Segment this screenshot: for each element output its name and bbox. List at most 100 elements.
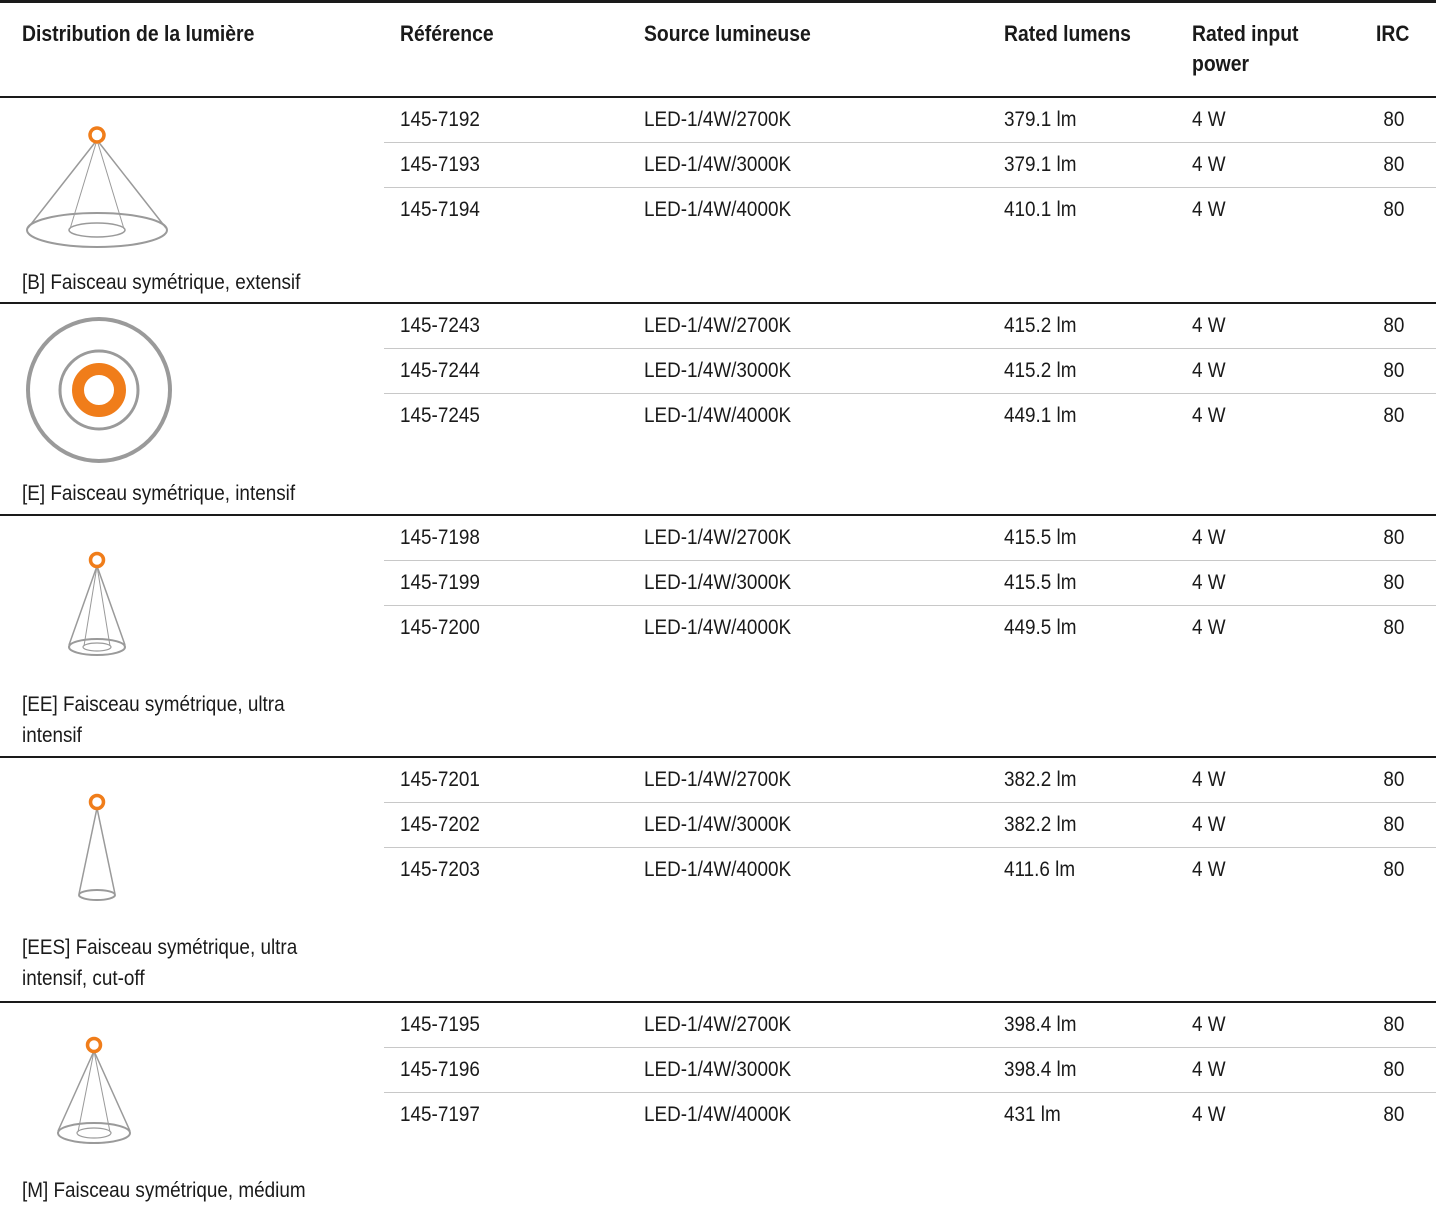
table-row: 145-7198 LED-1/4W/2700K 415.5 lm 4 W 80 <box>384 516 1436 561</box>
lumens-cell: 411.6 lm <box>1004 858 1076 881</box>
irc-cell: 80 <box>1382 314 1404 337</box>
distribution-group-m: [M] Faisceau symétrique, médium 145-7195… <box>0 1001 1436 1213</box>
source-cell: LED-1/4W/2700K <box>644 768 792 791</box>
distribution-caption: [EE] Faisceau symétrique, ultra intensif <box>22 689 319 751</box>
table-row: 145-7244 LED-1/4W/3000K 415.2 lm 4 W 80 <box>384 349 1436 394</box>
irc-cell: 80 <box>1382 1103 1404 1126</box>
table-row: 145-7201 LED-1/4W/2700K 382.2 lm 4 W 80 <box>384 758 1436 803</box>
lumens-cell: 410.1 lm <box>1004 198 1077 221</box>
lumens-cell: 415.2 lm <box>1004 359 1077 382</box>
power-cell: 4 W <box>1192 571 1226 594</box>
lumens-cell: 398.4 lm <box>1004 1013 1077 1036</box>
reference-cell: 145-7200 <box>400 616 480 639</box>
source-cell: LED-1/4W/3000K <box>644 571 792 594</box>
power-cell: 4 W <box>1192 768 1226 791</box>
power-cell: 4 W <box>1192 616 1226 639</box>
reference-cell: 145-7203 <box>400 858 480 881</box>
power-cell: 4 W <box>1192 858 1226 881</box>
lumens-cell: 431 lm <box>1004 1103 1061 1126</box>
irc-cell: 80 <box>1382 153 1404 176</box>
irc-cell: 80 <box>1382 813 1404 836</box>
irc-cell: 80 <box>1382 616 1404 639</box>
source-cell: LED-1/4W/2700K <box>644 1013 792 1036</box>
header-power-line1: Rated input <box>1192 21 1299 46</box>
irc-cell: 80 <box>1382 768 1404 791</box>
power-cell: 4 W <box>1192 153 1226 176</box>
power-cell: 4 W <box>1192 813 1226 836</box>
table-row: 145-7194 LED-1/4W/4000K 410.1 lm 4 W 80 <box>384 188 1436 233</box>
irc-cell: 80 <box>1382 1058 1404 1081</box>
distribution-group-b: [B] Faisceau symétrique, extensif 145-71… <box>0 96 1436 302</box>
reference-cell: 145-7195 <box>400 1013 480 1036</box>
irc-cell: 80 <box>1382 404 1404 427</box>
irc-cell: 80 <box>1382 1013 1404 1036</box>
irc-cell: 80 <box>1382 359 1404 382</box>
power-cell: 4 W <box>1192 198 1226 221</box>
power-cell: 4 W <box>1192 314 1226 337</box>
header-reference: Référence <box>400 21 494 46</box>
lumens-cell: 415.5 lm <box>1004 571 1077 594</box>
header-power-line2: power <box>1192 51 1250 76</box>
power-cell: 4 W <box>1192 404 1226 427</box>
caption-line: [EES] Faisceau symétrique, ultra <box>22 936 298 959</box>
reference-cell: 145-7244 <box>400 359 480 382</box>
table-row: 145-7193 LED-1/4W/3000K 379.1 lm 4 W 80 <box>384 143 1436 188</box>
source-cell: LED-1/4W/4000K <box>644 858 792 881</box>
lumens-cell: 379.1 lm <box>1004 153 1077 176</box>
reference-cell: 145-7198 <box>400 526 480 549</box>
table-row: 145-7197 LED-1/4W/4000K 431 lm 4 W 80 <box>384 1093 1436 1138</box>
lumens-cell: 449.5 lm <box>1004 616 1077 639</box>
source-cell: LED-1/4W/4000K <box>644 1103 792 1126</box>
header-power: Rated input power <box>1192 19 1298 79</box>
distribution-caption: [M] Faisceau symétrique, médium <box>22 1175 319 1206</box>
distribution-group-ees: [EES] Faisceau symétrique, ultra intensi… <box>0 756 1436 1001</box>
reference-cell: 145-7194 <box>400 198 480 221</box>
table-header: Distribution de la lumière Référence Sou… <box>0 0 1436 96</box>
table-row: 145-7192 LED-1/4W/2700K 379.1 lm 4 W 80 <box>384 98 1436 143</box>
reference-cell: 145-7196 <box>400 1058 480 1081</box>
caption-line: [EE] Faisceau symétrique, ultra <box>22 693 285 716</box>
lumens-cell: 379.1 lm <box>1004 108 1077 131</box>
lumens-cell: 382.2 lm <box>1004 768 1077 791</box>
caption-line: [E] Faisceau symétrique, intensif <box>22 482 296 505</box>
table-row: 145-7203 LED-1/4W/4000K 411.6 lm 4 W 80 <box>384 848 1436 893</box>
source-cell: LED-1/4W/2700K <box>644 108 792 131</box>
irc-cell: 80 <box>1382 526 1404 549</box>
table-row: 145-7245 LED-1/4W/4000K 449.1 lm 4 W 80 <box>384 394 1436 439</box>
reference-cell: 145-7197 <box>400 1103 480 1126</box>
source-cell: LED-1/4W/4000K <box>644 616 792 639</box>
lumens-cell: 398.4 lm <box>1004 1058 1077 1081</box>
power-cell: 4 W <box>1192 1103 1226 1126</box>
table-row: 145-7195 LED-1/4W/2700K 398.4 lm 4 W 80 <box>384 1003 1436 1048</box>
lumens-cell: 382.2 lm <box>1004 813 1077 836</box>
source-cell: LED-1/4W/4000K <box>644 404 792 427</box>
table-row: 145-7196 LED-1/4W/3000K 398.4 lm 4 W 80 <box>384 1048 1436 1093</box>
table-row: 145-7200 LED-1/4W/4000K 449.5 lm 4 W 80 <box>384 606 1436 651</box>
caption-line: [B] Faisceau symétrique, extensif <box>22 271 301 294</box>
caption-line: intensif <box>22 724 82 747</box>
source-cell: LED-1/4W/3000K <box>644 1058 792 1081</box>
reference-cell: 145-7245 <box>400 404 480 427</box>
table-row: 145-7199 LED-1/4W/3000K 415.5 lm 4 W 80 <box>384 561 1436 606</box>
irc-cell: 80 <box>1382 198 1404 221</box>
header-irc: IRC <box>1376 21 1410 46</box>
distribution-caption: [B] Faisceau symétrique, extensif <box>22 267 319 298</box>
header-source: Source lumineuse <box>644 21 811 46</box>
irc-cell: 80 <box>1382 858 1404 881</box>
reference-cell: 145-7202 <box>400 813 480 836</box>
reference-cell: 145-7201 <box>400 768 480 791</box>
reference-cell: 145-7199 <box>400 571 480 594</box>
power-cell: 4 W <box>1192 1058 1226 1081</box>
source-cell: LED-1/4W/4000K <box>644 198 792 221</box>
table-row: 145-7202 LED-1/4W/3000K 382.2 lm 4 W 80 <box>384 803 1436 848</box>
table-row: 145-7243 LED-1/4W/2700K 415.2 lm 4 W 80 <box>384 304 1436 349</box>
source-cell: LED-1/4W/3000K <box>644 153 792 176</box>
distribution-caption: [EES] Faisceau symétrique, ultra intensi… <box>22 932 319 994</box>
irc-cell: 80 <box>1382 571 1404 594</box>
power-cell: 4 W <box>1192 108 1226 131</box>
caption-line: [M] Faisceau symétrique, médium <box>22 1179 306 1202</box>
power-cell: 4 W <box>1192 1013 1226 1036</box>
caption-line: intensif, cut-off <box>22 967 145 990</box>
distribution-caption: [E] Faisceau symétrique, intensif <box>22 478 319 509</box>
cutoff-beam-cone-icon <box>55 786 135 911</box>
